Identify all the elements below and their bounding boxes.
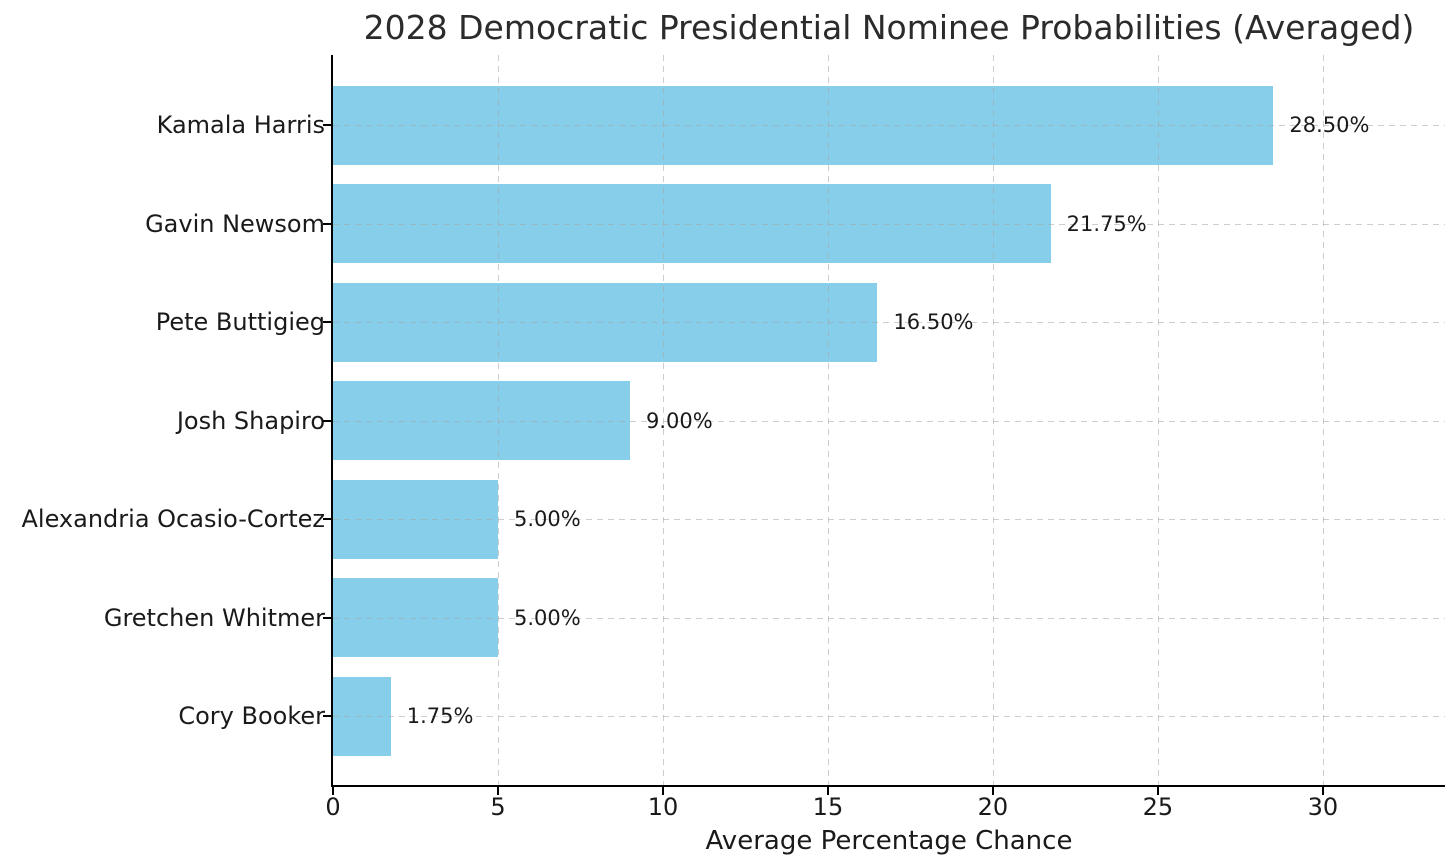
- x-tick-label: 5: [490, 793, 506, 821]
- x-axis-spine: [331, 785, 1445, 787]
- x-tick-mark: [1156, 787, 1159, 795]
- bar: [333, 578, 498, 657]
- x-tick-label: 25: [1142, 793, 1174, 821]
- x-tick-mark: [332, 787, 334, 795]
- bar: [333, 184, 1051, 263]
- category-label: Gretchen Whitmer: [103, 603, 325, 632]
- y-tick-mark: [323, 715, 331, 717]
- bar: [333, 282, 878, 362]
- horizontal-gridline: [333, 519, 1445, 520]
- category-label: Pete Buttigieg: [155, 308, 325, 336]
- value-label: 21.75%: [1066, 211, 1147, 236]
- bar: [333, 479, 498, 559]
- x-tick-mark: [991, 787, 994, 795]
- category-label: Kamala Harris: [156, 111, 325, 139]
- category-label: Alexandria Ocasio-Cortez: [21, 505, 326, 533]
- bar: [333, 85, 1274, 165]
- chart-title: 2028 Democratic Presidential Nominee Pro…: [363, 8, 1415, 47]
- y-tick-mark: [323, 616, 331, 619]
- y-tick-mark: [323, 222, 331, 225]
- category-label: Josh Shapiro: [176, 406, 325, 435]
- horizontal-gridline: [333, 617, 1445, 619]
- x-tick-label: 20: [977, 793, 1009, 821]
- x-tick-label: 0: [325, 793, 341, 821]
- bar: [333, 676, 391, 756]
- value-label: 16.50%: [893, 310, 974, 334]
- x-tick-mark: [496, 787, 499, 795]
- value-label: 1.75%: [406, 704, 474, 728]
- plot-area: [333, 55, 1445, 785]
- bar: [333, 381, 630, 460]
- value-label: 5.00%: [513, 507, 581, 531]
- x-tick-mark: [1321, 787, 1324, 795]
- y-tick-mark: [323, 321, 331, 323]
- vertical-gridline: [1322, 55, 1324, 785]
- value-label: 28.50%: [1289, 113, 1370, 137]
- x-axis-label: Average Percentage Chance: [705, 826, 1073, 856]
- horizontal-gridline: [333, 716, 1445, 717]
- x-tick-label: 15: [812, 793, 844, 821]
- x-tick-mark: [826, 787, 829, 795]
- vertical-gridline: [992, 55, 994, 785]
- x-tick-label: 30: [1307, 793, 1339, 821]
- value-label: 5.00%: [513, 605, 581, 630]
- category-label: Gavin Newsom: [145, 209, 325, 238]
- y-tick-mark: [323, 518, 331, 520]
- vertical-gridline: [827, 55, 829, 785]
- y-tick-mark: [323, 124, 331, 126]
- category-label: Cory Booker: [178, 702, 325, 730]
- x-tick-mark: [661, 787, 664, 795]
- vertical-gridline: [1157, 55, 1159, 785]
- value-label: 9.00%: [645, 408, 713, 433]
- x-tick-label: 10: [647, 793, 679, 821]
- y-axis-spine: [331, 55, 333, 787]
- y-tick-mark: [323, 419, 331, 422]
